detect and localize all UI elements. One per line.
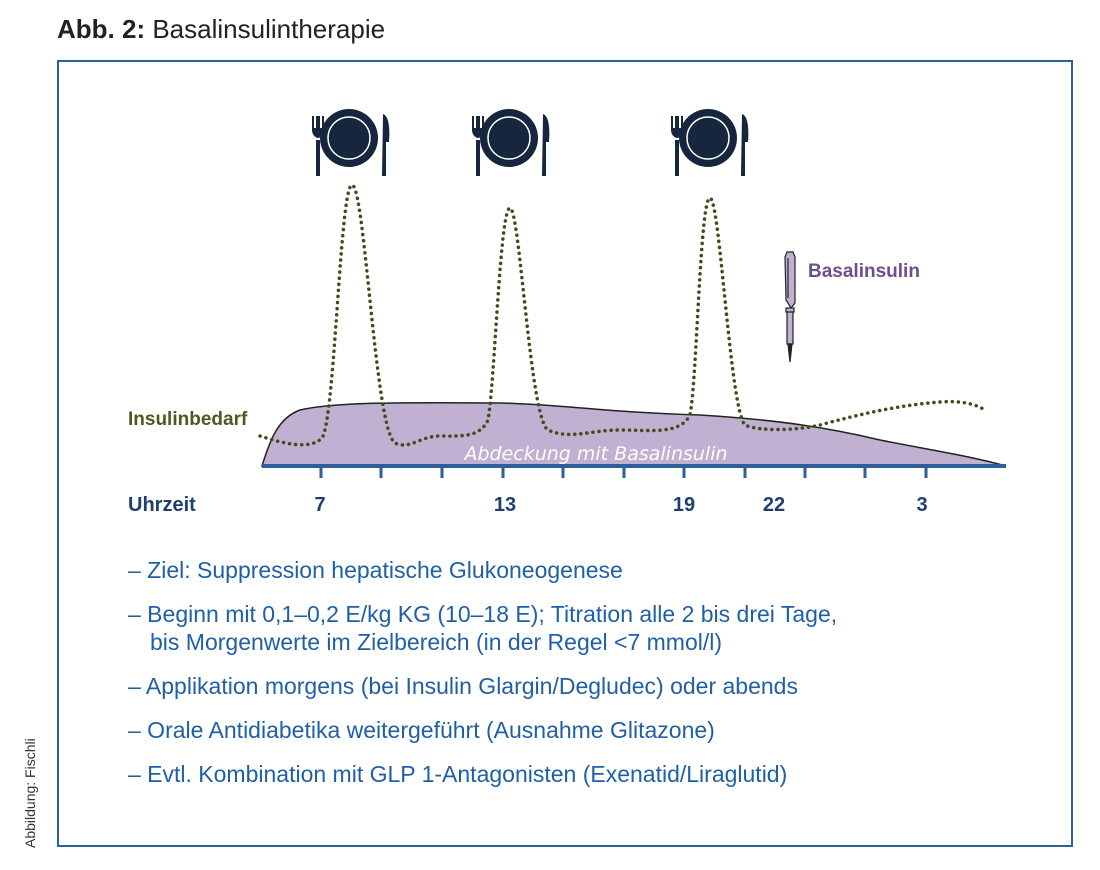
bullet-item: – Beginn mit 0,1–0,2 E/kg KG (10–18 E); … [128, 600, 837, 656]
bullet-item: – Evtl. Kombination mit GLP 1-Antagonist… [128, 760, 837, 788]
insulin-pen-icon [784, 251, 796, 363]
bullet-text: – Evtl. Kombination mit GLP 1-Antagonist… [128, 761, 788, 787]
bullet-text: – Applikation morgens (bei Insulin Glarg… [128, 673, 798, 699]
time-label: 22 [763, 494, 785, 516]
bullet-text: – Ziel: Suppression hepatische Glukoneog… [128, 557, 623, 583]
time-label: 19 [673, 494, 695, 516]
figure-number: Abb. 2: [57, 14, 146, 44]
meal-icon [471, 108, 551, 177]
bullet-list: – Ziel: Suppression hepatische Glukoneog… [128, 556, 837, 804]
area-label: Abdeckung mit Basalinsulin [462, 443, 727, 465]
axis-label: Uhrzeit [128, 494, 196, 516]
pen-label: Basalinsulin [808, 261, 920, 282]
bullet-text: – Orale Antidiabetika weitergeführt (Aus… [128, 717, 715, 743]
axis-ticks [319, 466, 928, 478]
figure-caption: Basalinsulintherapie [152, 14, 386, 44]
bullet-item: – Orale Antidiabetika weitergeführt (Aus… [128, 716, 837, 744]
bullet-item: – Applikation morgens (bei Insulin Glarg… [128, 672, 837, 700]
time-label: 7 [314, 494, 325, 516]
figure-frame [57, 60, 1073, 847]
bullet-text: bis Morgenwerte im Zielbereich (in der R… [150, 629, 723, 655]
bullet-item: – Ziel: Suppression hepatische Glukoneog… [128, 556, 837, 584]
demand-label: Insulinbedarf [128, 409, 248, 430]
time-label: 13 [494, 494, 516, 516]
bullet-text: – Beginn mit 0,1–0,2 E/kg KG (10–18 E); … [128, 601, 838, 627]
meal-icon [311, 108, 391, 177]
time-label: 3 [916, 494, 927, 516]
meal-icon [670, 108, 750, 177]
figure-title: Abb. 2: Basalinsulintherapie [57, 14, 385, 45]
basal-coverage-area [260, 401, 1007, 467]
